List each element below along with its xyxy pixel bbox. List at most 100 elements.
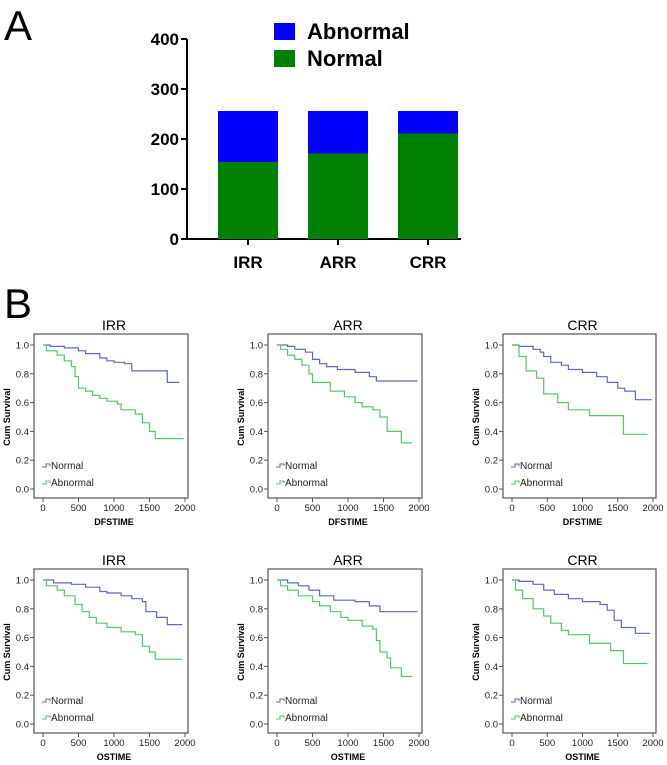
y-tick-label: 0.8 xyxy=(485,369,498,380)
y-tick-label: 300 xyxy=(151,80,179,99)
y-tick-label: 0.2 xyxy=(485,456,498,467)
y-tick-label: 1.0 xyxy=(16,576,29,587)
x-tick-label: 1000 xyxy=(103,503,124,514)
x-tick-label: 2000 xyxy=(174,738,195,749)
legend-line-abnormal xyxy=(42,715,51,720)
legend-label: Normal xyxy=(285,461,317,472)
legend-swatch-abnormal xyxy=(274,23,295,40)
x-tick-label: 1000 xyxy=(572,503,593,514)
y-tick-label: 1.0 xyxy=(250,341,263,352)
x-tick-label: ARR xyxy=(320,253,357,272)
legend-label: Abnormal xyxy=(51,478,94,489)
survival-curve-abnormal xyxy=(43,579,183,660)
x-axis-label: DFSTIME xyxy=(94,517,134,527)
legend-line-normal xyxy=(511,698,520,703)
panel-label-b: B xyxy=(4,280,32,327)
x-tick-label: 2000 xyxy=(408,738,429,749)
y-tick-label: 0.2 xyxy=(250,691,263,702)
y-tick-label: 0.2 xyxy=(485,691,498,702)
bar-normal-crr xyxy=(398,133,458,239)
legend-label: Normal xyxy=(285,696,317,707)
survival-curve-abnormal xyxy=(512,344,648,435)
y-tick-label: 0.2 xyxy=(16,456,29,467)
y-tick-label: 0.8 xyxy=(250,369,263,380)
y-tick-label: 0.0 xyxy=(250,720,263,731)
x-tick-label: 1000 xyxy=(572,738,593,749)
x-axis-label: DFSTIME xyxy=(563,517,603,527)
y-axis-label: Cum Survival xyxy=(471,623,481,681)
y-tick-label: 0.4 xyxy=(250,427,263,438)
y-tick-label: 0.0 xyxy=(16,485,29,496)
legend-swatch-normal xyxy=(274,50,295,67)
legend-line-abnormal xyxy=(42,480,51,485)
x-tick-label: 0 xyxy=(40,503,45,514)
y-axis-label: Cum Survival xyxy=(2,388,12,446)
y-tick-label: 1.0 xyxy=(250,576,263,587)
y-axis-label: Cum Survival xyxy=(2,623,12,681)
legend-label: Abnormal xyxy=(520,713,563,724)
plot-frame xyxy=(267,568,423,734)
x-axis-label: DFSTIME xyxy=(328,517,368,527)
plot-title: ARR xyxy=(333,317,363,333)
survival-curve-normal xyxy=(43,579,183,626)
km-plot-dfstime-irr: IRR 0.0 0.2 0.4 0.6 0.8 1.0 0 500 1000 1500 2000 DFS… xyxy=(2,317,196,527)
y-tick-label: 0.6 xyxy=(250,633,263,644)
x-tick-label: 1500 xyxy=(607,738,628,749)
y-axis-label: Cum Survival xyxy=(236,388,246,446)
panel-label-a: A xyxy=(4,2,32,49)
plot-title: IRR xyxy=(102,552,126,568)
bar-abnormal-arr xyxy=(308,111,368,154)
x-tick-label: 1500 xyxy=(373,738,394,749)
y-tick-label: 1.0 xyxy=(485,341,498,352)
legend-line-normal xyxy=(511,463,520,468)
legend-label: Normal xyxy=(51,461,83,472)
x-tick-label: 1000 xyxy=(337,503,358,514)
y-tick-label: 0.6 xyxy=(250,398,263,409)
survival-curve-abnormal xyxy=(277,344,412,444)
survival-curve-normal xyxy=(512,579,651,634)
survival-curve-normal xyxy=(43,344,180,383)
plot-frame xyxy=(33,333,189,499)
legend-line-abnormal xyxy=(276,480,285,485)
y-tick-label: 0.8 xyxy=(250,604,263,615)
x-tick-label: CRR xyxy=(410,253,447,272)
x-tick-label: 2000 xyxy=(408,503,429,514)
plot-title: CRR xyxy=(567,317,597,333)
y-axis-label: Cum Survival xyxy=(236,623,246,681)
legend-line-normal xyxy=(42,698,51,703)
x-tick-label: 2000 xyxy=(642,738,663,749)
plot-frame xyxy=(502,333,657,499)
x-tick-label: 500 xyxy=(539,738,555,749)
x-tick-label: 1500 xyxy=(373,503,394,514)
bar-normal-arr xyxy=(308,153,368,239)
x-axis-label: OSTIME xyxy=(97,752,132,762)
x-tick-label: 2000 xyxy=(642,503,663,514)
y-tick-label: 0.6 xyxy=(16,633,29,644)
bar-normal-irr xyxy=(218,162,278,239)
legend-label: Abnormal xyxy=(285,713,328,724)
x-tick-label: 500 xyxy=(305,738,321,749)
km-plot-ostime-crr: CRR 0.0 0.2 0.4 0.6 0.8 1.0 0 500 1000 1500 2000 OST… xyxy=(471,552,664,762)
x-tick-label: 1500 xyxy=(139,738,160,749)
survival-plots: IRR 0.0 0.2 0.4 0.6 0.8 1.0 0 500 1000 1500 2000 DFS… xyxy=(2,317,664,762)
plot-frame xyxy=(267,333,423,499)
legend-label: Normal xyxy=(51,696,83,707)
y-tick-label: 0.8 xyxy=(16,604,29,615)
x-tick-label: 0 xyxy=(509,503,514,514)
bar-abnormal-irr xyxy=(218,111,278,162)
x-tick-label: 500 xyxy=(305,503,321,514)
x-tick-label: 0 xyxy=(509,738,514,749)
y-tick-label: 0.0 xyxy=(250,485,263,496)
x-tick-label: 1500 xyxy=(139,503,160,514)
y-tick-label: 0.8 xyxy=(485,604,498,615)
legend-label: Normal xyxy=(520,696,552,707)
y-tick-label: 0.4 xyxy=(16,427,29,438)
x-tick-label: 500 xyxy=(71,503,87,514)
survival-curve-abnormal xyxy=(512,579,648,665)
legend-label: Normal xyxy=(520,461,552,472)
x-tick-label: 500 xyxy=(71,738,87,749)
km-plot-ostime-irr: IRR 0.0 0.2 0.4 0.6 0.8 1.0 0 500 1000 1500 2000 OST… xyxy=(2,552,196,762)
y-tick-label: 0.0 xyxy=(485,485,498,496)
